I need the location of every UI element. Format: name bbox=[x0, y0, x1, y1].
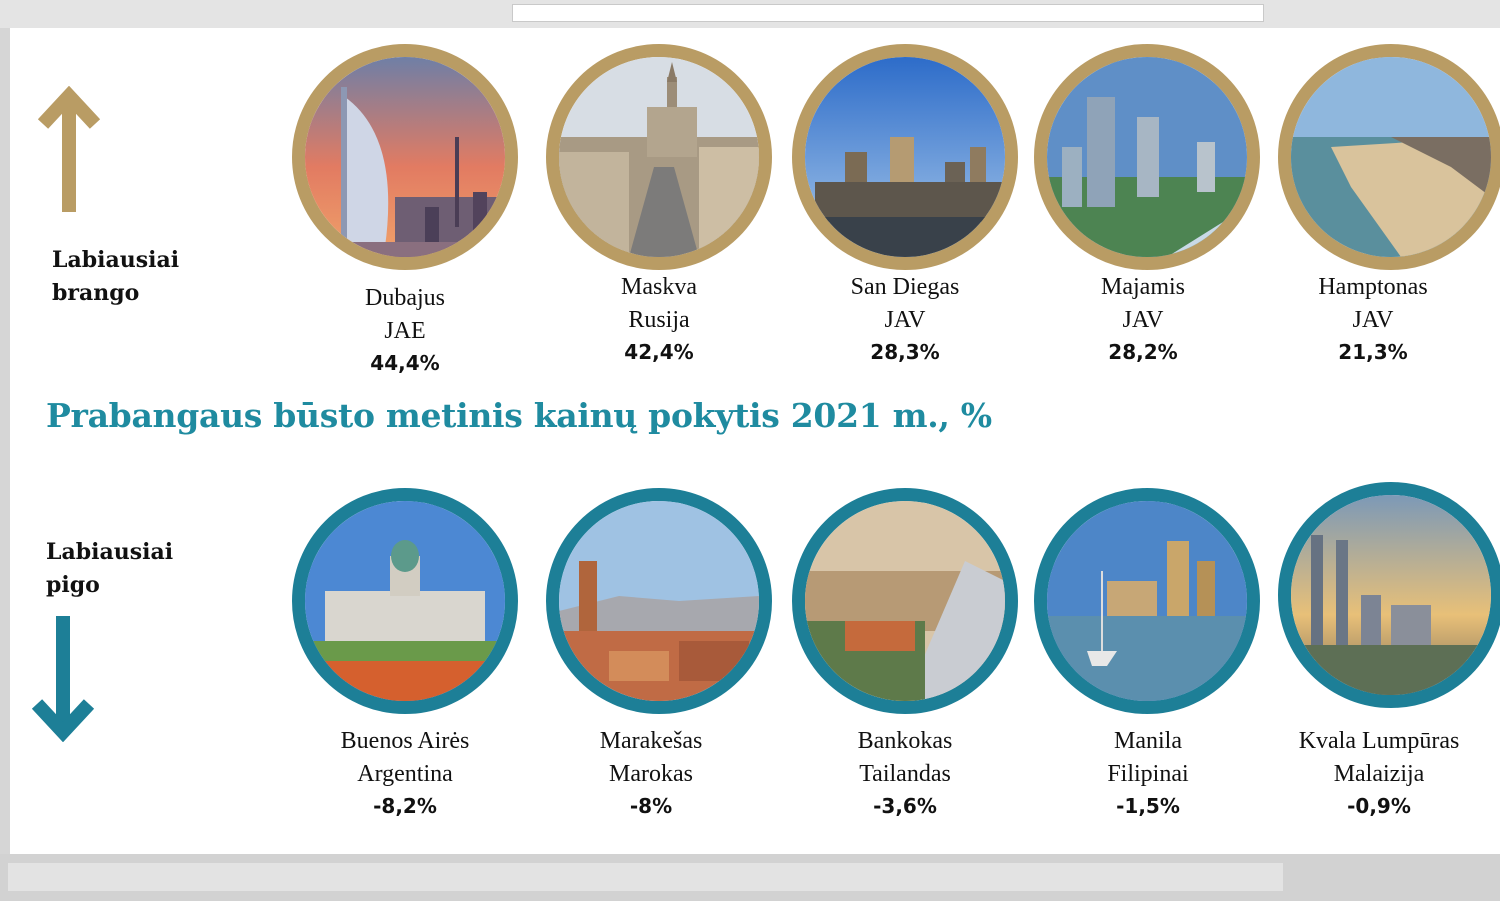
country-name: JAV bbox=[1122, 307, 1164, 333]
dubai-photo bbox=[292, 44, 518, 270]
arrow-down-icon bbox=[32, 616, 94, 742]
price-change: 28,2% bbox=[1108, 340, 1178, 364]
most-decreased-label: Labiausiai pigo bbox=[46, 536, 173, 602]
city-label-bangkok: Bankokas Tailandas -3,6% bbox=[785, 725, 1025, 822]
city-label-marrakesh: Marakešas Marokas -8% bbox=[531, 725, 771, 822]
city-label-miami: Majamis JAV 28,2% bbox=[1023, 271, 1263, 368]
country-name: JAE bbox=[384, 318, 426, 344]
country-name: Marokas bbox=[609, 761, 693, 787]
country-name: JAV bbox=[1352, 307, 1394, 333]
most-decreased-line-2: pigo bbox=[46, 572, 100, 598]
bangkok-photo bbox=[792, 488, 1018, 714]
buenos-aires-photo bbox=[292, 488, 518, 714]
arrow-up-icon bbox=[38, 86, 100, 212]
price-change: 44,4% bbox=[370, 351, 440, 375]
hamptons-photo bbox=[1278, 44, 1500, 270]
price-change: -0,9% bbox=[1347, 794, 1411, 818]
san-diego-photo bbox=[792, 44, 1018, 270]
price-change: -3,6% bbox=[873, 794, 937, 818]
country-name: Tailandas bbox=[859, 761, 951, 787]
most-increased-label: Labiausiai brango bbox=[52, 244, 179, 310]
city-name: Maskva bbox=[621, 274, 697, 300]
most-increased-line-2: brango bbox=[52, 280, 140, 306]
price-change: 21,3% bbox=[1338, 340, 1408, 364]
price-change: -8% bbox=[629, 794, 673, 818]
city-label-san-diego: San Diegas JAV 28,3% bbox=[785, 271, 1025, 368]
marrakesh-photo bbox=[546, 488, 772, 714]
city-name: Kvala Lumpūras bbox=[1298, 728, 1460, 754]
city-name: Buenos Airės bbox=[340, 728, 470, 754]
city-name: Bankokas bbox=[857, 728, 953, 754]
country-name: Filipinai bbox=[1107, 761, 1189, 787]
infographic-title: Prabangaus būsto metinis kainų pokytis 2… bbox=[46, 396, 992, 435]
price-change: 28,3% bbox=[870, 340, 940, 364]
most-increased-line-1: Labiausiai bbox=[52, 247, 180, 273]
city-label-buenos-aires: Buenos Airės Argentina -8,2% bbox=[285, 725, 525, 822]
miami-photo bbox=[1034, 44, 1260, 270]
moscow-photo bbox=[546, 44, 772, 270]
top-strip-bar bbox=[512, 4, 1264, 22]
city-name: Dubajus bbox=[365, 285, 445, 311]
city-name: Majamis bbox=[1101, 274, 1185, 300]
price-change: -8,2% bbox=[373, 794, 437, 818]
price-change: -1,5% bbox=[1116, 794, 1180, 818]
most-decreased-line-1: Labiausiai bbox=[46, 539, 174, 565]
country-name: Malaizija bbox=[1333, 761, 1425, 787]
city-label-hamptons: Hamptonas JAV 21,3% bbox=[1253, 271, 1493, 368]
city-name: San Diegas bbox=[850, 274, 960, 300]
manila-photo bbox=[1034, 488, 1260, 714]
city-label-manila: Manila Filipinai -1,5% bbox=[1028, 725, 1268, 822]
city-label-kuala-lumpur: Kvala Lumpūras Malaizija -0,9% bbox=[1259, 725, 1499, 822]
country-name: JAV bbox=[884, 307, 926, 333]
bottom-strip-bar bbox=[8, 863, 1283, 891]
country-name: Argentina bbox=[357, 761, 453, 787]
country-name: Rusija bbox=[628, 307, 690, 333]
city-label-moscow: Maskva Rusija 42,4% bbox=[539, 271, 779, 368]
city-name: Manila bbox=[1114, 728, 1182, 754]
city-label-dubai: Dubajus JAE 44,4% bbox=[285, 282, 525, 379]
city-name: Hamptonas bbox=[1318, 274, 1428, 300]
kuala-lumpur-photo bbox=[1278, 482, 1500, 708]
price-change: 42,4% bbox=[624, 340, 694, 364]
city-name: Marakešas bbox=[599, 728, 703, 754]
